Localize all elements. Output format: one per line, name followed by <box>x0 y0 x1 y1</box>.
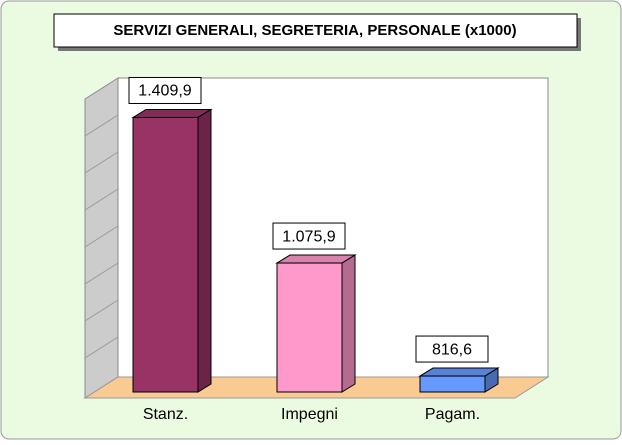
x-tick-label: Stanz. <box>143 406 188 423</box>
bar <box>276 262 343 393</box>
wall-lines <box>84 114 119 359</box>
value-label-box <box>128 76 202 104</box>
chart-title: SERVIZI GENERALI, SEGRETERIA, PERSONALE … <box>113 22 516 39</box>
bar-side <box>341 254 356 393</box>
title-box <box>53 13 578 48</box>
value-label-box <box>415 335 489 363</box>
bar-side <box>197 108 212 393</box>
x-tick-label: Pagam. <box>425 406 480 423</box>
value-label: 1.409,9 <box>138 83 191 100</box>
bar <box>132 116 199 393</box>
value-label-box <box>272 222 346 250</box>
value-label: 1.075,9 <box>282 228 335 245</box>
bar <box>419 375 486 393</box>
x-tick-label: Impegni <box>281 406 338 423</box>
value-label: 816,6 <box>432 341 472 358</box>
